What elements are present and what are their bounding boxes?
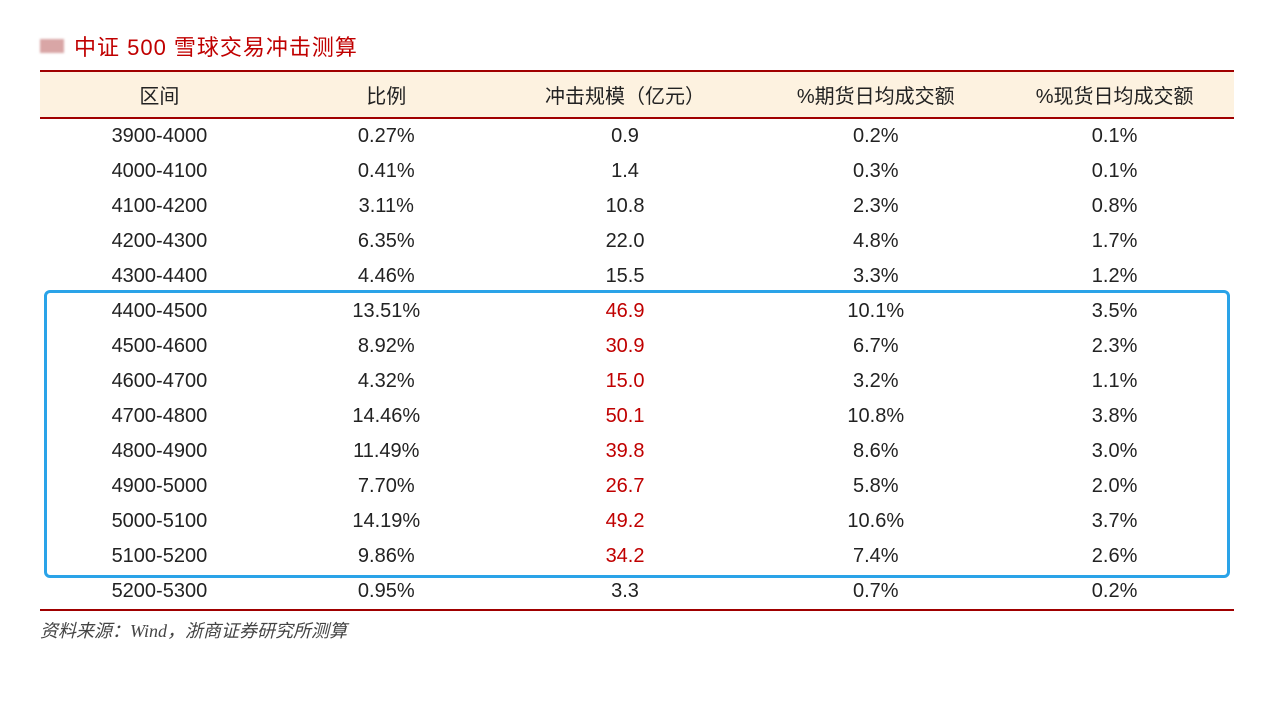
table-cell: 4300-4400: [40, 259, 279, 294]
table-cell: 3.11%: [279, 189, 494, 224]
table-cell: 4.8%: [756, 224, 995, 259]
table-cell: 0.3%: [756, 154, 995, 189]
table-cell: 2.6%: [995, 539, 1234, 574]
table-cell: 0.9: [494, 118, 757, 154]
table-cell: 15.5: [494, 259, 757, 294]
table-cell: 3.5%: [995, 294, 1234, 329]
table-cell: 14.19%: [279, 504, 494, 539]
source-label: 资料来源：Wind，浙商证券研究所测算: [40, 617, 1234, 643]
table-cell: 49.2: [494, 504, 757, 539]
table-cell: 6.7%: [756, 329, 995, 364]
table-cell: 5.8%: [756, 469, 995, 504]
table-cell: 2.3%: [756, 189, 995, 224]
figure-title: 中证 500 雪球交易冲击测算: [74, 30, 358, 62]
table-header-cell: 比例: [279, 71, 494, 118]
table-cell: 39.8: [494, 434, 757, 469]
table-cell: 7.70%: [279, 469, 494, 504]
table-header-cell: 冲击规模（亿元）: [494, 71, 757, 118]
table-header-row: 区间比例冲击规模（亿元）%期货日均成交额%现货日均成交额: [40, 71, 1234, 118]
table-row: 4700-480014.46%50.110.8%3.8%: [40, 399, 1234, 434]
table-row: 5000-510014.19%49.210.6%3.7%: [40, 504, 1234, 539]
table-cell: 0.8%: [995, 189, 1234, 224]
table-cell: 1.2%: [995, 259, 1234, 294]
table-cell: 11.49%: [279, 434, 494, 469]
table-cell: 34.2: [494, 539, 757, 574]
table-cell: 4.46%: [279, 259, 494, 294]
table-cell: 2.0%: [995, 469, 1234, 504]
table-cell: 3.7%: [995, 504, 1234, 539]
table-cell: 3.3%: [756, 259, 995, 294]
table-cell: 50.1: [494, 399, 757, 434]
table-cell: 0.1%: [995, 118, 1234, 154]
table-row: 3900-40000.27%0.90.2%0.1%: [40, 118, 1234, 154]
table-cell: 10.8: [494, 189, 757, 224]
table-cell: 4200-4300: [40, 224, 279, 259]
table-row: 4600-47004.32%15.03.2%1.1%: [40, 364, 1234, 399]
table-cell: 14.46%: [279, 399, 494, 434]
table-header-cell: 区间: [40, 71, 279, 118]
table-cell: 0.2%: [756, 118, 995, 154]
table-cell: 4400-4500: [40, 294, 279, 329]
table-cell: 2.3%: [995, 329, 1234, 364]
table-cell: 1.7%: [995, 224, 1234, 259]
table-cell: 8.6%: [756, 434, 995, 469]
table-cell: 5000-5100: [40, 504, 279, 539]
table-cell: 0.27%: [279, 118, 494, 154]
table-cell: 22.0: [494, 224, 757, 259]
table-cell: 0.1%: [995, 154, 1234, 189]
table-row: 4800-490011.49%39.88.6%3.0%: [40, 434, 1234, 469]
table-cell: 6.35%: [279, 224, 494, 259]
table-header-cell: %期货日均成交额: [756, 71, 995, 118]
table-cell: 10.6%: [756, 504, 995, 539]
impact-table: 区间比例冲击规模（亿元）%期货日均成交额%现货日均成交额 3900-40000.…: [40, 70, 1234, 611]
table-cell: 3.8%: [995, 399, 1234, 434]
table-cell: 7.4%: [756, 539, 995, 574]
table-cell: 4100-4200: [40, 189, 279, 224]
title-row: 中证 500 雪球交易冲击测算: [40, 30, 1234, 62]
table-cell: 4500-4600: [40, 329, 279, 364]
table-cell: 30.9: [494, 329, 757, 364]
table-cell: 0.95%: [279, 574, 494, 610]
table-row: 4400-450013.51%46.910.1%3.5%: [40, 294, 1234, 329]
table-row: 4100-42003.11%10.82.3%0.8%: [40, 189, 1234, 224]
table-cell: 4600-4700: [40, 364, 279, 399]
table-cell: 9.86%: [279, 539, 494, 574]
table-cell: 5100-5200: [40, 539, 279, 574]
table-cell: 4000-4100: [40, 154, 279, 189]
table-wrap: 区间比例冲击规模（亿元）%期货日均成交额%现货日均成交额 3900-40000.…: [40, 70, 1234, 611]
table-row: 4300-44004.46%15.53.3%1.2%: [40, 259, 1234, 294]
table-cell: 13.51%: [279, 294, 494, 329]
table-cell: 10.8%: [756, 399, 995, 434]
table-cell: 0.2%: [995, 574, 1234, 610]
table-cell: 15.0: [494, 364, 757, 399]
table-cell: 3.0%: [995, 434, 1234, 469]
table-row: 4500-46008.92%30.96.7%2.3%: [40, 329, 1234, 364]
table-cell: 3.2%: [756, 364, 995, 399]
table-cell: 4700-4800: [40, 399, 279, 434]
table-cell: 46.9: [494, 294, 757, 329]
table-row: 4000-41000.41%1.40.3%0.1%: [40, 154, 1234, 189]
table-row: 5200-53000.95%3.30.7%0.2%: [40, 574, 1234, 610]
table-row: 4200-43006.35%22.04.8%1.7%: [40, 224, 1234, 259]
title-marker-icon: [40, 39, 64, 53]
table-cell: 5200-5300: [40, 574, 279, 610]
table-cell: 8.92%: [279, 329, 494, 364]
table-cell: 4.32%: [279, 364, 494, 399]
table-cell: 3900-4000: [40, 118, 279, 154]
table-row: 4900-50007.70%26.75.8%2.0%: [40, 469, 1234, 504]
table-cell: 10.1%: [756, 294, 995, 329]
table-cell: 3.3: [494, 574, 757, 610]
table-header-cell: %现货日均成交额: [995, 71, 1234, 118]
table-row: 5100-52009.86%34.27.4%2.6%: [40, 539, 1234, 574]
table-cell: 1.4: [494, 154, 757, 189]
table-cell: 4800-4900: [40, 434, 279, 469]
table-cell: 26.7: [494, 469, 757, 504]
table-cell: 4900-5000: [40, 469, 279, 504]
table-cell: 0.7%: [756, 574, 995, 610]
table-cell: 1.1%: [995, 364, 1234, 399]
table-cell: 0.41%: [279, 154, 494, 189]
